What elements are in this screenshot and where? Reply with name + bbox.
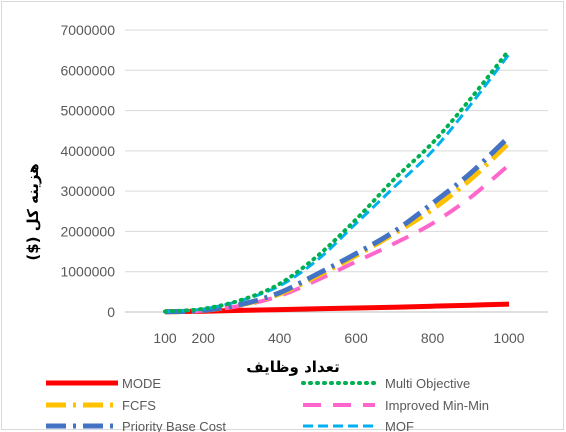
y-tick-label: 3000000 <box>60 183 115 199</box>
x-tick-label: 100 <box>153 330 177 346</box>
y-tick-label: 7000000 <box>60 22 115 38</box>
grid-lines <box>125 29 548 273</box>
series-line-priority-base-cost <box>164 134 511 315</box>
y-axis-title: هزینه کل ($) <box>24 163 42 260</box>
x-tick-label: 1000 <box>493 330 524 346</box>
series-line-mof <box>164 53 511 314</box>
x-tick-label: 200 <box>192 330 216 346</box>
series-line-fcfs <box>164 140 511 315</box>
legend-label-multi-objective: Multi Objective <box>385 376 470 391</box>
series-line-improved-min-min <box>164 163 511 314</box>
y-tick-label: 1000000 <box>60 264 115 280</box>
x-axis-title: تعداد وظایف <box>246 358 339 376</box>
legend-label-fcfs: FCFS <box>122 398 156 413</box>
y-axis-ticks: 0 1000000 2000000 3000000 4000000 5000000 6000… <box>60 22 115 320</box>
y-tick-label: 0 <box>107 304 115 320</box>
legend: MODE Multi Objective FCFS Improved Min-Min P… <box>46 376 489 432</box>
y-tick-label: 5000000 <box>60 103 115 119</box>
x-tick-label: 400 <box>268 330 292 346</box>
legend-label-improved-min-min: Improved Min-Min <box>385 398 489 413</box>
legend-label-mof: MOF <box>385 419 414 432</box>
x-axis-ticks: 100 200 400 600 800 1000 <box>153 330 524 346</box>
series-line-mode <box>164 301 510 315</box>
y-tick-label: 4000000 <box>60 143 115 159</box>
x-tick-label: 600 <box>344 330 368 346</box>
legend-label-mode: MODE <box>122 376 161 391</box>
x-tick-label: 800 <box>421 330 445 346</box>
series-layer <box>163 48 511 315</box>
y-tick-label: 2000000 <box>60 223 115 239</box>
legend-label-priority-base-cost: Priority Base Cost <box>122 419 226 432</box>
series-line-multi-objective <box>163 48 511 314</box>
y-tick-label: 6000000 <box>60 62 115 78</box>
